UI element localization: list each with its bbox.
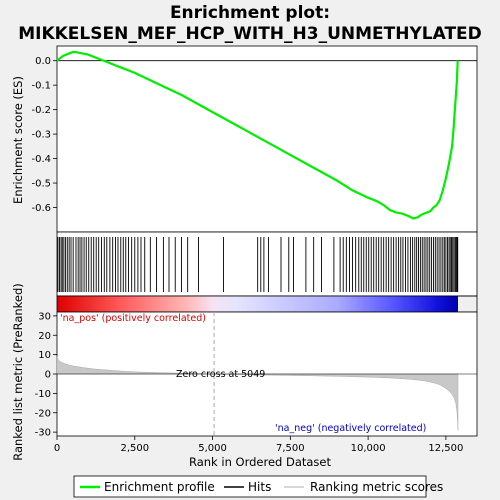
metric-y-axis-label: Ranked list metric (PreRanked) [11,283,25,461]
es-y-ticks: 0.0 -0.1 -0.2 -0.3 -0.4 -0.5 -0.6 [31,56,57,214]
ranking-metric-area [56,356,459,431]
metric-y-tick-label: 20 [38,331,51,342]
metric-y-tick-label: -30 [35,428,51,439]
legend-label-profile: Enrichment profile [104,480,215,494]
es-panel [56,45,478,233]
x-tick-label: 12,500 [428,443,463,454]
es-y-axis-label: Enrichment score (ES) [11,76,25,204]
metric-y-ticks: 30 20 10 0 -10 -20 -30 [35,311,57,439]
metric-y-tick-label: 10 [38,350,51,361]
legend-box [73,475,427,498]
x-tick-label: 10,000 [351,443,386,454]
hits-panel [56,231,478,297]
legend-label-metric: Ranking metric scores [310,480,443,494]
chart-title-line2: MIKKELSEN_MEF_HCP_WITH_H3_UNMETHYLATED [18,24,482,44]
es-y-tick-label: 0.0 [35,56,51,67]
x-tick-label: 7,500 [276,443,305,454]
metric-y-tick-label: -10 [35,389,51,400]
es-y-tick-label: -0.2 [31,105,51,116]
zero-cross-label: Zero cross at 5049 [176,369,265,380]
neg-correlated-label: 'na_neg' (negatively correlated) [275,423,426,434]
x-ticks: 0 2,500 5,000 7,500 10,000 12,500 [54,436,463,454]
pos-correlated-label: 'na_pos' (positively correlated) [60,313,206,324]
enrichment-profile-line [56,50,459,220]
x-axis-label: Rank in Ordered Dataset [189,455,332,469]
legend-label-hits: Hits [248,480,271,494]
es-y-tick-label: -0.6 [31,203,51,214]
rank-heatmap-strip [57,296,458,312]
metric-y-tick-label: 30 [38,311,51,322]
x-tick-label: 5,000 [198,443,227,454]
x-tick-label: 2,500 [120,443,149,454]
metric-y-tick-label: 0 [45,370,51,381]
chart-title-line1: Enrichment plot: [170,3,330,23]
es-y-tick-label: -0.1 [31,81,51,92]
x-tick-label: 0 [54,443,60,454]
es-y-tick-label: -0.3 [31,130,51,141]
es-y-tick-label: -0.5 [31,179,51,190]
es-y-tick-label: -0.4 [31,154,51,165]
metric-y-tick-label: -20 [35,408,51,419]
hits-marks [57,237,459,292]
